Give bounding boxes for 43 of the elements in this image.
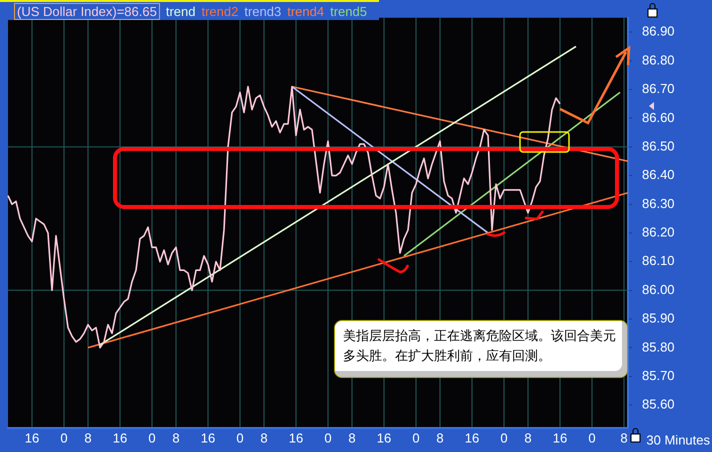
y-tick-label: 86.90: [642, 24, 675, 39]
x-tick-label: 0: [588, 430, 596, 446]
x-tick-label: 8: [172, 430, 180, 446]
x-tick-label: 8: [524, 430, 532, 446]
text: trend4: [287, 4, 324, 18]
x-tick-label: 16: [464, 430, 480, 446]
x-tick-label: 0: [500, 430, 508, 446]
annotation: 美指层层抬高，正在逃离危险区域。该回合美元多头胜。在扩大胜利前，应有回测。: [343, 328, 617, 366]
y-tick-label: 86.70: [642, 81, 675, 96]
y-tick-label: 85.70: [642, 368, 675, 383]
x-tick-label: 0: [236, 430, 244, 446]
text: trend: [166, 4, 196, 18]
y-tick-label: 86.80: [642, 52, 675, 68]
y-tick-label: 86.10: [642, 253, 675, 268]
x-tick-label: 8: [260, 430, 268, 446]
x-tick-label: 0: [148, 430, 156, 446]
x-tick-label: 16: [200, 430, 216, 446]
y-tick-label: 86.40: [642, 167, 675, 182]
text: trend3: [244, 4, 282, 18]
y-tick-label: 86.30: [642, 196, 675, 211]
x-tick-label: 8: [436, 430, 444, 446]
x-tick-label: 8: [348, 430, 356, 446]
y-tick-label: 86.00: [642, 282, 675, 297]
x-tick-label: 0: [60, 430, 68, 446]
text: trend5: [330, 4, 367, 18]
x-tick-label: 16: [24, 430, 40, 446]
x-tick-label: 0: [324, 430, 332, 446]
y-tick-label: 86.20: [642, 224, 675, 240]
y-tick-label: 86.50: [642, 138, 675, 154]
x-tick-label: 8: [620, 430, 628, 446]
y-tick-label: 85.60: [642, 396, 675, 412]
text: (US Dollar Index)=86.65: [14, 2, 160, 20]
x-tick-label: 16: [288, 430, 304, 446]
x-tick-label: 16: [376, 430, 392, 446]
x-axis-title: 30 Minutes: [646, 432, 710, 448]
y-tick-label: 86.60: [642, 110, 675, 125]
x-tick-label: 16: [552, 430, 568, 446]
y-tick-label: 85.80: [642, 339, 675, 354]
x-tick-label: 0: [412, 430, 420, 446]
x-tick-label: 16: [112, 430, 128, 446]
x-tick-label: 8: [84, 430, 92, 446]
y-tick-label: 85.90: [642, 310, 675, 326]
text: trend2: [201, 4, 238, 18]
